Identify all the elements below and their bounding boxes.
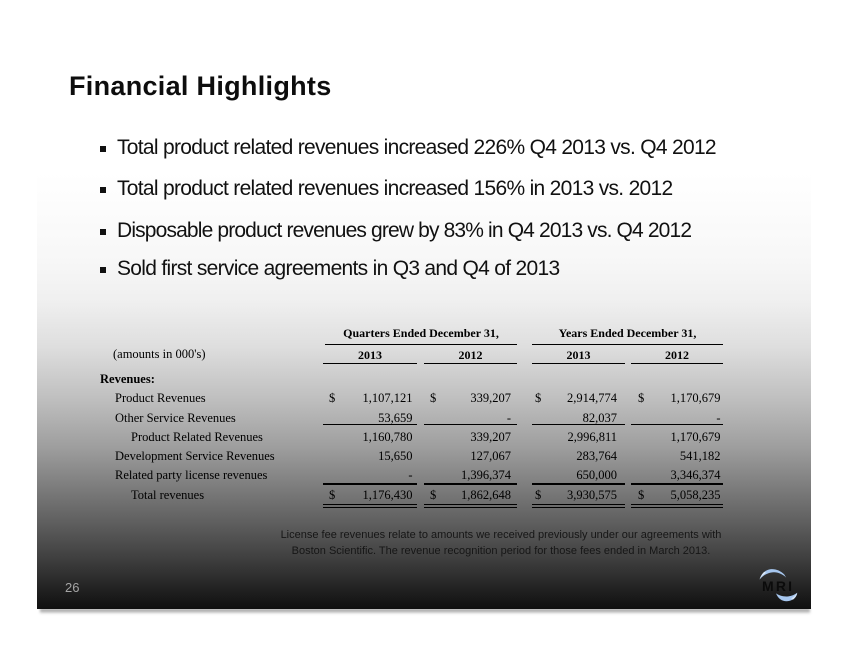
svg-text:MRI: MRI xyxy=(762,578,794,594)
